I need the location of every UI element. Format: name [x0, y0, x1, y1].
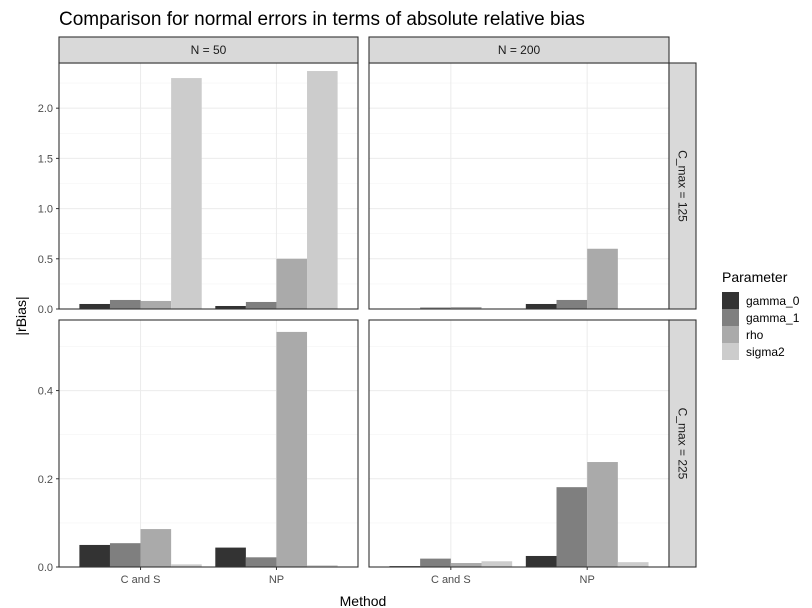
legend-key-gamma_0: [722, 292, 739, 309]
bar-gamma_0-np: [525, 303, 557, 309]
y-tick-label: 0.0: [38, 304, 53, 316]
bar-gamma_1-np: [556, 299, 588, 309]
bar-rho-np: [276, 258, 308, 309]
x-tick-label: NP: [269, 574, 284, 586]
facet-panels: 0.00.51.01.52.00.00.20.4C and S NP C and S…: [38, 62, 670, 586]
strip-row-0: [668, 62, 697, 310]
y-axis-title: |rBias|: [13, 296, 29, 335]
strip-col-label: N = 200: [498, 43, 541, 57]
panel-1-0: 0.0 0.2 0.4 C and S NP: [38, 319, 359, 586]
y-tick-label: 0.2: [38, 474, 53, 486]
y-tick-label: 1.5: [38, 153, 53, 165]
bar-sigma2-c-and-s: [171, 78, 202, 309]
strip-col-label: N = 50: [191, 43, 227, 57]
bar-sigma2-np: [617, 562, 649, 567]
panel-0-1: [368, 62, 670, 310]
bar-rho-np: [276, 331, 308, 567]
legend-title: Parameter: [722, 269, 788, 285]
x-tick-label: C and S: [431, 574, 471, 586]
strip-row-label: C_max = 125: [676, 150, 690, 222]
x-tick-label: NP: [580, 574, 595, 586]
strip-row-1: [668, 319, 697, 568]
x-axis-title: Method: [340, 593, 387, 608]
panel-background: [369, 320, 669, 567]
bar-gamma_1-c-and-s: [420, 558, 451, 567]
legend-key-gamma_1: [722, 309, 739, 326]
legend-label-gamma_0: gamma_0: [746, 294, 800, 308]
bar-rho-np: [587, 462, 618, 567]
strip-col-0: [58, 36, 359, 64]
legend-label-gamma_1: gamma_1: [746, 311, 800, 325]
y-tick-label: 2.0: [38, 103, 53, 115]
legend-label-rho: rho: [746, 328, 764, 342]
bar-gamma_0-np: [215, 305, 246, 309]
bar-rho-np: [587, 248, 618, 309]
bar-rho-c-and-s: [140, 529, 172, 567]
bar-gamma_0-np: [525, 555, 557, 567]
y-tick-label: 0.0: [38, 562, 53, 574]
strip-col-1: [368, 36, 670, 64]
bar-gamma_1-c-and-s: [109, 299, 141, 309]
bar-gamma_1-np: [556, 487, 588, 567]
strip-row-label: C_max = 225: [676, 408, 690, 480]
panel-background: [59, 320, 358, 567]
y-tick-label: 0.4: [38, 386, 53, 398]
bar-sigma2-np: [307, 565, 338, 567]
x-tick-label: C and S: [121, 574, 161, 586]
panel-1-1: C and S NP: [368, 319, 670, 586]
bar-gamma_1-np: [245, 301, 277, 309]
bar-sigma2-np: [307, 71, 338, 309]
bar-rho-c-and-s: [450, 563, 482, 567]
panel-0-0: 0.0 0.5 1.0 1.5 2.0: [38, 62, 359, 316]
bar-gamma_0-np: [215, 547, 246, 567]
bar-gamma_1-c-and-s: [420, 307, 451, 309]
bar-gamma_0-c-and-s: [79, 303, 110, 309]
facet-strips: N = 50 N = 200 C_max = 125 C_max = 225: [58, 36, 697, 568]
bar-gamma_1-np: [245, 557, 277, 567]
panel-background: [369, 63, 669, 309]
bar-sigma2-c-and-s: [171, 564, 202, 567]
bar-rho-c-and-s: [140, 300, 172, 309]
panel-border: [58, 319, 359, 568]
legend-label-sigma2: sigma2: [746, 345, 785, 359]
y-tick-label: 0.5: [38, 254, 53, 266]
legend-key-rho: [722, 326, 739, 343]
y-tick-label: 1.0: [38, 204, 53, 216]
bar-rho-c-and-s: [450, 306, 482, 309]
bar-gamma_0-c-and-s: [79, 544, 110, 567]
bar-gamma_1-c-and-s: [109, 543, 141, 567]
bar-sigma2-c-and-s: [481, 561, 513, 567]
chart-title: Comparison for normal errors in terms of…: [59, 9, 585, 30]
legend-key-sigma2: [722, 343, 739, 360]
